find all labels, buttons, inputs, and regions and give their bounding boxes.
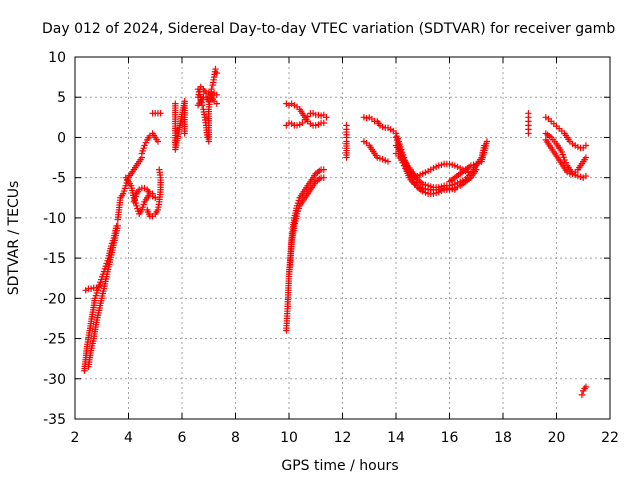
- y-tick-label: -15: [43, 251, 66, 267]
- series-arc-r: [343, 122, 350, 161]
- tick-layer: 2 4 6 8 10 12 14 16 18 20 22 -35 -30 -25 -20 -15 -10 -5 0 5…: [43, 50, 619, 446]
- y-tick-label: 5: [57, 90, 66, 106]
- series-arc-b: [85, 222, 121, 370]
- series-arc-aa: [542, 114, 590, 152]
- data-point: [181, 130, 188, 137]
- data-point: [154, 138, 162, 145]
- chart-title: Day 012 of 2024, Sidereal Day-to-day VTE…: [42, 21, 615, 37]
- x-tick-label: 18: [494, 430, 512, 446]
- series-arc-p: [283, 100, 327, 129]
- data-point: [320, 174, 327, 181]
- x-tick-label: 10: [280, 430, 298, 446]
- data-point: [384, 158, 392, 165]
- data-point: [525, 130, 532, 137]
- data-point: [582, 154, 590, 161]
- data-point: [483, 138, 491, 145]
- series-arc-w: [392, 150, 459, 193]
- series-arc-t: [360, 138, 392, 165]
- data-point: [582, 172, 590, 180]
- series-arc-x: [392, 134, 475, 180]
- series-arc-o: [285, 174, 327, 278]
- data-point: [578, 391, 586, 399]
- data-point: [561, 156, 568, 164]
- y-axis-label: SDTVAR / TECUs: [6, 181, 22, 296]
- data-point: [562, 159, 570, 166]
- data-point: [467, 170, 475, 177]
- data-points: [81, 65, 590, 399]
- data-point: [343, 154, 350, 161]
- data-point: [141, 142, 148, 149]
- series-arc-j: [172, 98, 188, 153]
- data-point: [320, 166, 327, 173]
- x-axis-label: GPS time / hours: [281, 458, 398, 474]
- data-point: [582, 383, 590, 391]
- data-point: [152, 194, 159, 201]
- x-tick-label: 4: [124, 430, 133, 446]
- series-arc-z: [525, 110, 532, 137]
- series-arc-ac: [542, 130, 590, 181]
- series-arc-m: [194, 90, 220, 109]
- data-point: [157, 110, 164, 117]
- x-tick-label: 16: [441, 430, 459, 446]
- data-point: [301, 116, 309, 123]
- data-point: [213, 91, 220, 99]
- x-tick-label: 20: [548, 430, 566, 446]
- data-point: [114, 222, 121, 230]
- data-point: [212, 65, 219, 73]
- y-tick-label: -25: [43, 332, 66, 348]
- data-point: [323, 114, 330, 121]
- series-arc-h: [144, 166, 164, 220]
- y-tick-label: -10: [43, 211, 66, 227]
- grid-layer: [75, 57, 610, 419]
- data-point: [320, 119, 327, 127]
- series-arc-i: [149, 110, 164, 117]
- series-arc-y: [446, 138, 491, 185]
- data-point: [582, 142, 590, 149]
- data-point: [95, 283, 103, 290]
- y-tick-label: 0: [57, 130, 66, 146]
- data-point: [156, 166, 163, 173]
- plot-frame: [74, 56, 611, 420]
- x-tick-label: 6: [178, 430, 187, 446]
- x-tick-label: 2: [71, 430, 80, 446]
- series-arc-d: [114, 154, 146, 223]
- y-tick-label: -20: [43, 291, 66, 307]
- data-point: [451, 186, 459, 193]
- series-arc-g: [138, 130, 162, 157]
- y-tick-label: -30: [43, 372, 66, 388]
- y-tick-label: -35: [43, 412, 66, 428]
- data-point: [142, 139, 150, 146]
- series-arc-c: [82, 283, 103, 294]
- x-tick-label: 22: [601, 430, 619, 446]
- y-tick-label: -5: [52, 171, 66, 187]
- y-tick-label: 10: [48, 50, 66, 66]
- data-point: [299, 119, 306, 127]
- series-arc-ad: [578, 383, 590, 399]
- data-point: [208, 85, 215, 93]
- x-tick-label: 12: [334, 430, 352, 446]
- data-point: [304, 113, 311, 120]
- x-tick-label: 14: [387, 430, 405, 446]
- series-arc-q: [283, 110, 330, 129]
- data-point: [213, 100, 220, 107]
- x-tick-label: 8: [231, 430, 240, 446]
- series-arc-n: [283, 166, 327, 334]
- series-arc-f: [130, 184, 159, 205]
- data-point: [213, 69, 220, 77]
